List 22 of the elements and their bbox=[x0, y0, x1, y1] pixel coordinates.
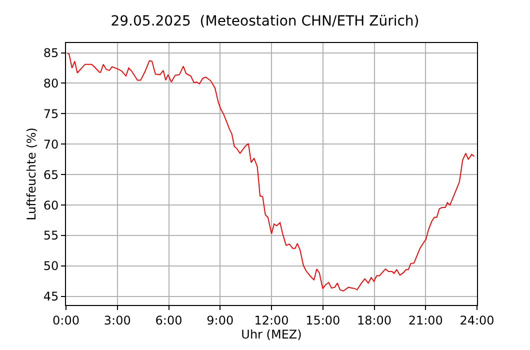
x-tick-label: 6:00 bbox=[155, 313, 182, 328]
y-tick-label: 60 bbox=[43, 198, 59, 212]
x-tick-label: 9:00 bbox=[206, 313, 234, 328]
x-tick-label: 0:00 bbox=[52, 313, 80, 328]
y-tick-label: 55 bbox=[43, 228, 59, 243]
y-tick-label: 45 bbox=[43, 290, 59, 304]
y-tick-label: 75 bbox=[43, 106, 59, 121]
line-series bbox=[66, 52, 475, 292]
x-tick-label: 18:00 bbox=[356, 313, 392, 328]
x-tick-label: 21:00 bbox=[408, 313, 443, 328]
x-tick-label: 12:00 bbox=[254, 313, 289, 328]
y-tick-label: 65 bbox=[43, 168, 59, 182]
chart-title: 29.05.2025 (Meteostation CHN/ETH Zürich) bbox=[110, 14, 420, 30]
y-tick-label: 85 bbox=[43, 46, 59, 60]
x-tick-label: 24:00 bbox=[460, 313, 494, 328]
x-axis-title: Uhr (MEZ) bbox=[241, 327, 302, 342]
y-axis-title: Luftfeuchte (%) bbox=[24, 128, 39, 220]
y-tick-label: 50 bbox=[43, 259, 59, 274]
x-tick-label: 3:00 bbox=[104, 313, 131, 328]
y-tick-label: 80 bbox=[43, 76, 59, 90]
x-tick-label: 15:00 bbox=[306, 313, 340, 328]
y-tick-label: 70 bbox=[43, 137, 59, 152]
